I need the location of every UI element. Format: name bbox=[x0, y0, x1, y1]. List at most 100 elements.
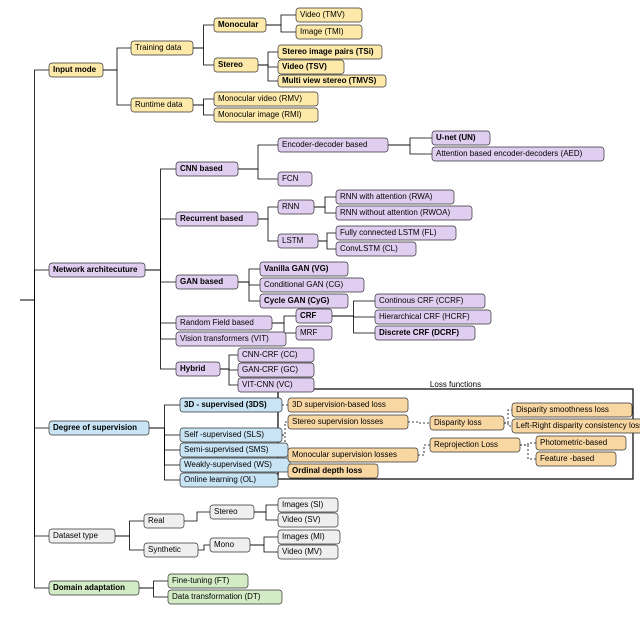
node-hcrf: Hierarchical CRF (HCRF) bbox=[375, 310, 491, 324]
node-label: Mono bbox=[214, 540, 235, 549]
node-rnn: RNN bbox=[278, 200, 314, 214]
node-d_mv: Video (MV) bbox=[278, 545, 338, 559]
node-label: Stereo bbox=[218, 60, 243, 69]
node-training_data: Training data bbox=[131, 41, 193, 55]
connector bbox=[220, 369, 238, 385]
node-label: Cycle GAN (CyG) bbox=[264, 296, 330, 305]
connector bbox=[332, 316, 375, 333]
node-ldl: Disparity loss bbox=[430, 416, 504, 430]
node-aed: Attention based encoder-decoders (AED) bbox=[432, 147, 604, 161]
connector bbox=[220, 355, 238, 369]
node-label: Disparity loss bbox=[434, 418, 482, 427]
node-stereo: Stereo bbox=[214, 58, 258, 72]
node-real: Real bbox=[144, 514, 184, 528]
node-dcrf: Discrete CRF (DCRF) bbox=[375, 326, 475, 340]
node-lds: Disparity smoothness loss bbox=[512, 403, 632, 417]
connector bbox=[314, 197, 336, 207]
node-recurrent_based: Recurrent based bbox=[176, 212, 258, 226]
connector bbox=[318, 233, 336, 241]
connector bbox=[318, 241, 336, 249]
node-l3d: 3D supervision-based loss bbox=[288, 398, 408, 412]
node-label: RNN with attention (RWA) bbox=[340, 192, 433, 201]
node-label: Conditional GAN (CG) bbox=[264, 280, 343, 289]
node-label: Runtime data bbox=[135, 100, 183, 109]
node-gc: GAN-CRF (GC) bbox=[238, 363, 314, 377]
node-d_mi: Images (MI) bbox=[278, 530, 340, 544]
node-tmvs: Multi view stereo (TMVS) bbox=[278, 75, 386, 87]
node-label: Domain adaptation bbox=[53, 583, 125, 592]
node-label: Weakly-supervised (WS) bbox=[184, 460, 272, 469]
connector bbox=[254, 505, 278, 512]
node-label: Monocular supervision losses bbox=[292, 450, 397, 459]
node-label: Photometric-based bbox=[540, 438, 607, 447]
node-label: Recurrent based bbox=[180, 214, 243, 223]
node-label: Monocular image (RMI) bbox=[218, 110, 302, 119]
node-tsi: Stereo image pairs (TSi) bbox=[278, 45, 382, 59]
node-label: Images (MI) bbox=[282, 532, 325, 541]
node-label: 3D supervision-based loss bbox=[292, 400, 386, 409]
node-label: RNN without attention (RWOA) bbox=[340, 208, 450, 217]
node-label: Monocular video (RMV) bbox=[218, 94, 302, 103]
node-label: LSTM bbox=[282, 236, 304, 245]
node-label: Stereo bbox=[214, 507, 238, 516]
node-label: Stereo image pairs (TSi) bbox=[282, 47, 374, 56]
connector bbox=[139, 581, 168, 588]
node-label: Data transformation (DT) bbox=[172, 592, 261, 601]
node-label: Fully connected LSTM (FL) bbox=[340, 228, 437, 237]
node-label: Fine-tuning (FT) bbox=[172, 576, 230, 585]
node-label: Monocular bbox=[218, 20, 258, 29]
node-label: Training data bbox=[135, 43, 182, 52]
node-cnn_based: CNN based bbox=[176, 162, 238, 176]
node-lss: Stereo supervision losses bbox=[288, 415, 408, 429]
node-fl: Fully connected LSTM (FL) bbox=[336, 226, 456, 240]
connector-dashed bbox=[504, 410, 512, 423]
node-hybrid: Hybrid bbox=[176, 362, 220, 376]
node-domain_adapt: Domain adaptation bbox=[49, 581, 139, 595]
connector bbox=[145, 219, 176, 270]
connector bbox=[258, 52, 278, 65]
node-ds_type: Dataset type bbox=[49, 529, 115, 543]
node-label: Left-Right disparity consistency loss bbox=[516, 421, 640, 430]
node-label: Feature -based bbox=[540, 454, 594, 463]
connector bbox=[193, 48, 214, 65]
connector bbox=[388, 145, 432, 154]
node-tmi: Image (TMI) bbox=[296, 25, 362, 39]
node-lms: Monocular supervision losses bbox=[288, 448, 418, 462]
connector-dashed bbox=[520, 443, 536, 445]
connector bbox=[314, 207, 336, 213]
connector bbox=[266, 15, 296, 25]
node-synthetic: Synthetic bbox=[144, 543, 198, 557]
node-label: 3D - supervised (3DS) bbox=[184, 400, 267, 409]
node-label: GAN based bbox=[180, 277, 223, 286]
node-ccrf: Continous CRF (CCRF) bbox=[375, 294, 485, 308]
connector bbox=[272, 323, 296, 333]
loss-functions-title: Loss functions bbox=[430, 380, 481, 389]
node-runtime_data: Runtime data bbox=[131, 98, 193, 112]
node-label: Stereo supervision losses bbox=[292, 417, 383, 426]
connector bbox=[149, 405, 180, 428]
connector bbox=[388, 138, 432, 145]
node-label: Degree of supervision bbox=[53, 423, 137, 432]
node-label: MRF bbox=[300, 328, 317, 337]
node-lstm: LSTM bbox=[278, 234, 318, 248]
node-d_mono: Mono bbox=[210, 538, 250, 552]
node-label: RNN bbox=[282, 202, 300, 211]
node-vg: Vanilla GAN (VG) bbox=[260, 262, 348, 276]
node-monocular: Monocular bbox=[214, 18, 266, 32]
connector bbox=[238, 269, 260, 282]
node-label: CNN based bbox=[180, 164, 223, 173]
node-lpb: Photometric-based bbox=[536, 436, 626, 450]
node-d_sv: Video (SV) bbox=[278, 513, 338, 527]
node-label: Video (SV) bbox=[282, 515, 321, 524]
node-sls: Self -supervised (SLS) bbox=[180, 428, 282, 442]
connector bbox=[103, 48, 131, 70]
connector bbox=[20, 270, 49, 300]
node-label: U-net (UN) bbox=[436, 133, 476, 142]
node-rmv: Monocular video (RMV) bbox=[214, 92, 318, 106]
node-label: Disparity smoothness loss bbox=[516, 405, 609, 414]
connector bbox=[250, 545, 278, 552]
node-label: Random Field based bbox=[180, 318, 254, 327]
node-cyg: Cycle GAN (CyG) bbox=[260, 294, 348, 308]
connector bbox=[258, 207, 278, 219]
node-label: Dataset type bbox=[53, 531, 98, 540]
